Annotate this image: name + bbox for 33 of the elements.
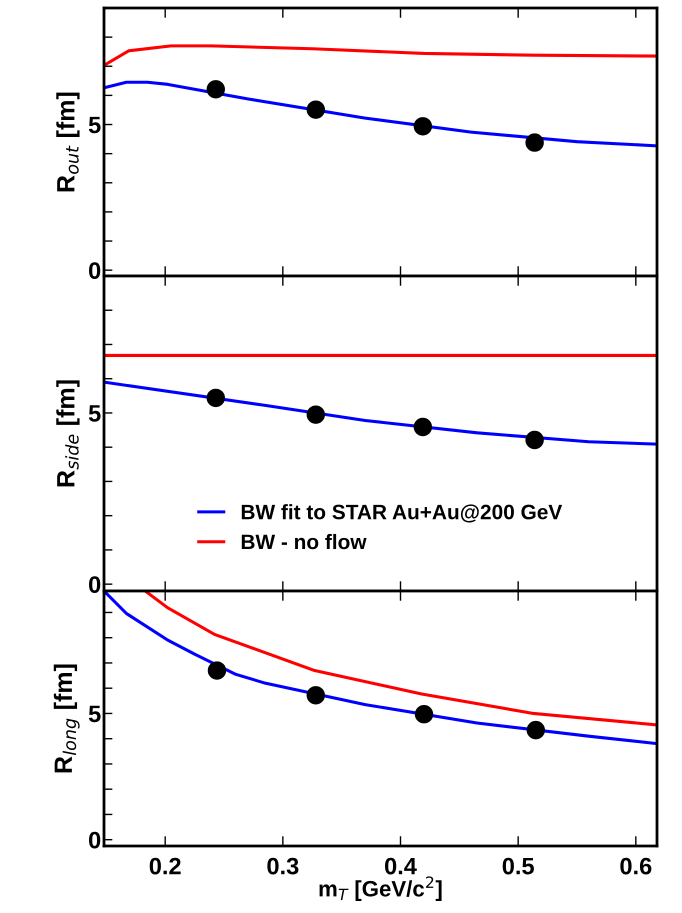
y-tick-label: 5 <box>88 116 101 134</box>
point <box>306 405 325 424</box>
y-tick-label: 0 <box>89 576 100 593</box>
point <box>306 100 325 119</box>
line-series <box>144 591 657 726</box>
point <box>525 133 544 152</box>
x-tick-label: 0.2 <box>150 858 181 874</box>
y-tick-label: 0 <box>89 262 100 279</box>
legend-label: BW fit to STAR Au+Au@200 GeV <box>242 504 562 522</box>
x-tick-label: 0.3 <box>267 858 298 874</box>
point <box>208 661 226 680</box>
point <box>306 686 325 704</box>
y-tick-label: 5 <box>88 405 101 422</box>
y-tick-label: 5 <box>88 706 101 722</box>
x-tick-label: 0.4 <box>385 858 417 874</box>
line-series <box>104 380 657 446</box>
y-axis-title: R$_{side}$ [fm] <box>56 380 80 486</box>
point <box>525 430 544 450</box>
point <box>526 720 546 740</box>
y-axis-title: R$_{out}$ [fm] <box>56 92 80 192</box>
point <box>414 705 434 724</box>
line-series <box>104 80 657 148</box>
line-series <box>104 44 657 67</box>
legend-label: BW - no flow <box>242 534 367 550</box>
y-axis-title: R$_{long}$ [fm] <box>54 664 80 772</box>
x-tick-label: 0.5 <box>502 858 534 874</box>
y-tick-label: 0 <box>89 832 100 848</box>
point <box>414 418 432 436</box>
point <box>206 388 225 408</box>
point <box>414 117 432 136</box>
point <box>206 80 225 98</box>
x-axis-title: m$_{T}$ [GeV/c$^{2}$] <box>320 876 442 902</box>
x-tick-label: 0.6 <box>620 858 652 874</box>
